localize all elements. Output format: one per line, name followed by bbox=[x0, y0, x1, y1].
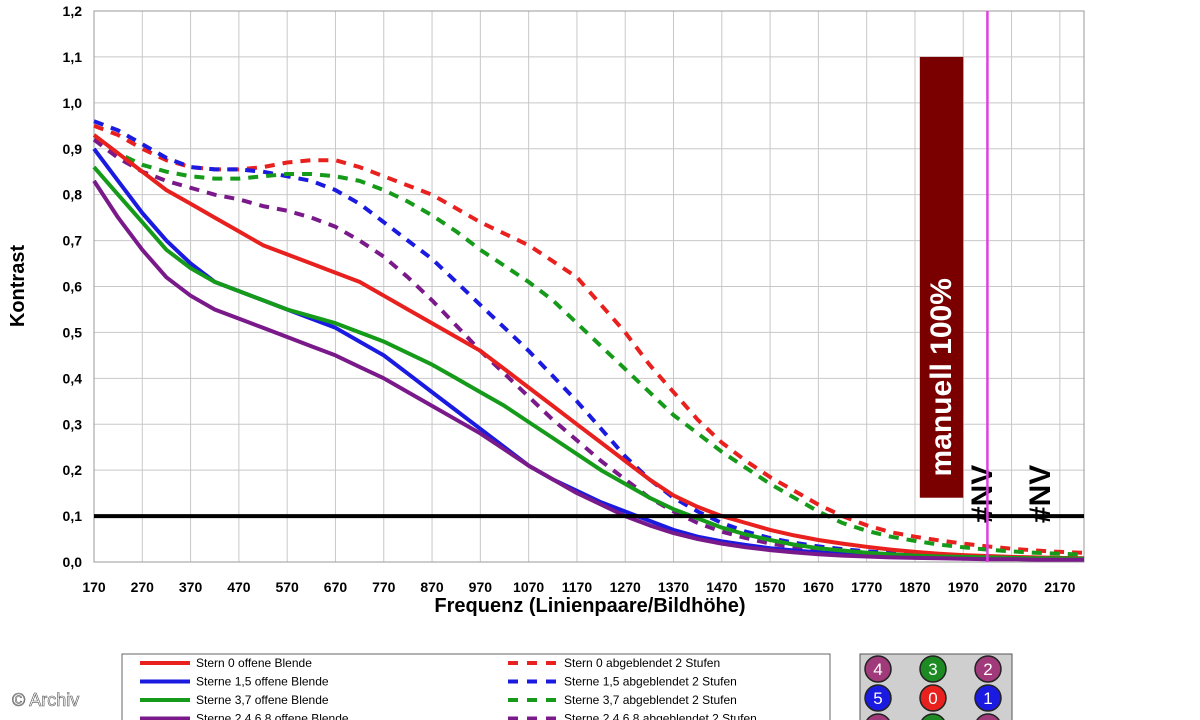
marker-circle-1 bbox=[919, 655, 947, 683]
annotation-bar-label: manuell 100% bbox=[925, 278, 958, 476]
annotation-nv-1: #NV bbox=[966, 465, 999, 523]
credit-text: © Archiv bbox=[12, 690, 79, 710]
legend-label-3: Sterne 2,4,6,8 offene Blende bbox=[196, 712, 349, 720]
series-line-4 bbox=[93, 123, 1085, 555]
y-tick-label-4: 0,4 bbox=[63, 370, 83, 386]
x-tick-label-14: 1570 bbox=[755, 579, 786, 595]
y-tick-label-3: 0,3 bbox=[63, 416, 83, 432]
marker-grid: 4 3 2 5 0 1 bbox=[859, 653, 1013, 720]
x-tick-label-1: 270 bbox=[131, 579, 155, 595]
x-tick-label-5: 670 bbox=[324, 579, 348, 595]
marker-circle-row3-1 bbox=[921, 713, 945, 720]
legend-label-2: Sterne 3,7 offene Blende bbox=[196, 693, 329, 707]
x-tick-label-18: 1970 bbox=[948, 579, 979, 595]
legend-label-5: Sterne 1,5 abgeblendet 2 Stufen bbox=[564, 675, 737, 689]
x-tick-label-9: 1070 bbox=[513, 579, 544, 595]
legend-label-7: Sterne 2,4,6,8 abgeblendet 2 Stufen bbox=[564, 712, 757, 720]
x-tick-label-19: 2070 bbox=[996, 579, 1027, 595]
y-tick-label-6: 0,6 bbox=[63, 279, 83, 295]
x-tick-label-20: 2170 bbox=[1044, 579, 1075, 595]
annotation-bar bbox=[919, 56, 964, 498]
y-tick-label-7: 0,7 bbox=[63, 233, 83, 249]
x-tick-label-11: 1270 bbox=[610, 579, 641, 595]
y-tick-label-12: 1,2 bbox=[63, 3, 83, 19]
marker-circle-row3-2 bbox=[976, 713, 1000, 720]
y-tick-label-1: 0,1 bbox=[63, 508, 83, 524]
y-tick-label-11: 1,1 bbox=[63, 49, 83, 65]
marker-label-1: 3 bbox=[928, 660, 937, 679]
x-tick-label-0: 170 bbox=[82, 579, 106, 595]
y-tick-label-8: 0,8 bbox=[63, 187, 83, 203]
legend-label-0: Stern 0 offene Blende bbox=[196, 656, 312, 670]
y-tick-label-2: 0,2 bbox=[63, 462, 83, 478]
marker-circle-3 bbox=[864, 684, 892, 712]
marker-label-3: 5 bbox=[873, 689, 882, 708]
marker-label-5: 1 bbox=[983, 689, 992, 708]
series-line-5 bbox=[93, 119, 1084, 561]
x-tick-label-17: 1870 bbox=[899, 579, 930, 595]
marker-circle-4 bbox=[919, 684, 947, 712]
reference-lines bbox=[94, 11, 1084, 562]
x-tick-label-12: 1370 bbox=[658, 579, 689, 595]
marker-label-4: 0 bbox=[928, 689, 937, 708]
y-tick-label-10: 1,0 bbox=[63, 95, 83, 111]
x-tick-label-4: 570 bbox=[275, 579, 299, 595]
axis-ticks: 170 270 370 470 570 670 770 870 970 1070 1170 1270 1… bbox=[63, 3, 1076, 595]
annotations: manuell 100%#NV #NV bbox=[919, 56, 1057, 523]
marker-circle-0 bbox=[864, 655, 892, 683]
x-tick-label-15: 1670 bbox=[803, 579, 834, 595]
x-tick-label-10: 1170 bbox=[562, 579, 593, 595]
marker-label-2: 2 bbox=[983, 660, 992, 679]
marker-circle-5 bbox=[974, 684, 1002, 712]
legend: Stern 0 offene Blende Sterne 1,5 offene B… bbox=[121, 653, 831, 720]
y-tick-label-5: 0,5 bbox=[63, 324, 83, 340]
marker-circle-row3-0 bbox=[866, 713, 890, 720]
y-tick-label-0: 0,0 bbox=[63, 554, 83, 570]
marker-circle-2 bbox=[974, 655, 1002, 683]
x-tick-label-8: 970 bbox=[469, 579, 493, 595]
series-line-0 bbox=[92, 133, 1085, 561]
annotation-nv-2: #NV bbox=[1024, 465, 1057, 523]
legend-label-1: Sterne 1,5 offene Blende bbox=[196, 675, 329, 689]
series-lines bbox=[92, 119, 1085, 562]
x-tick-label-13: 1470 bbox=[706, 579, 737, 595]
x-tick-label-2: 370 bbox=[179, 579, 203, 595]
legend-label-6: Sterne 3,7 abgeblendet 2 Stufen bbox=[564, 693, 737, 707]
grid bbox=[93, 10, 1085, 563]
series-line-3 bbox=[92, 179, 1084, 562]
x-tick-label-16: 1770 bbox=[851, 579, 882, 595]
legend-label-4: Stern 0 abgeblendet 2 Stufen bbox=[564, 656, 720, 670]
plot-border bbox=[93, 10, 1085, 563]
x-axis-title: Frequenz (Linienpaare/Bildhöhe) bbox=[434, 595, 745, 617]
x-tick-label-6: 770 bbox=[372, 579, 396, 595]
series-line-2 bbox=[92, 165, 1085, 561]
y-axis-title: Kontrast bbox=[7, 245, 29, 328]
y-tick-label-9: 0,9 bbox=[63, 141, 83, 157]
x-tick-label-7: 870 bbox=[420, 579, 444, 595]
x-tick-label-3: 470 bbox=[227, 579, 251, 595]
marker-label-0: 4 bbox=[873, 660, 882, 679]
legend-box bbox=[121, 653, 831, 720]
